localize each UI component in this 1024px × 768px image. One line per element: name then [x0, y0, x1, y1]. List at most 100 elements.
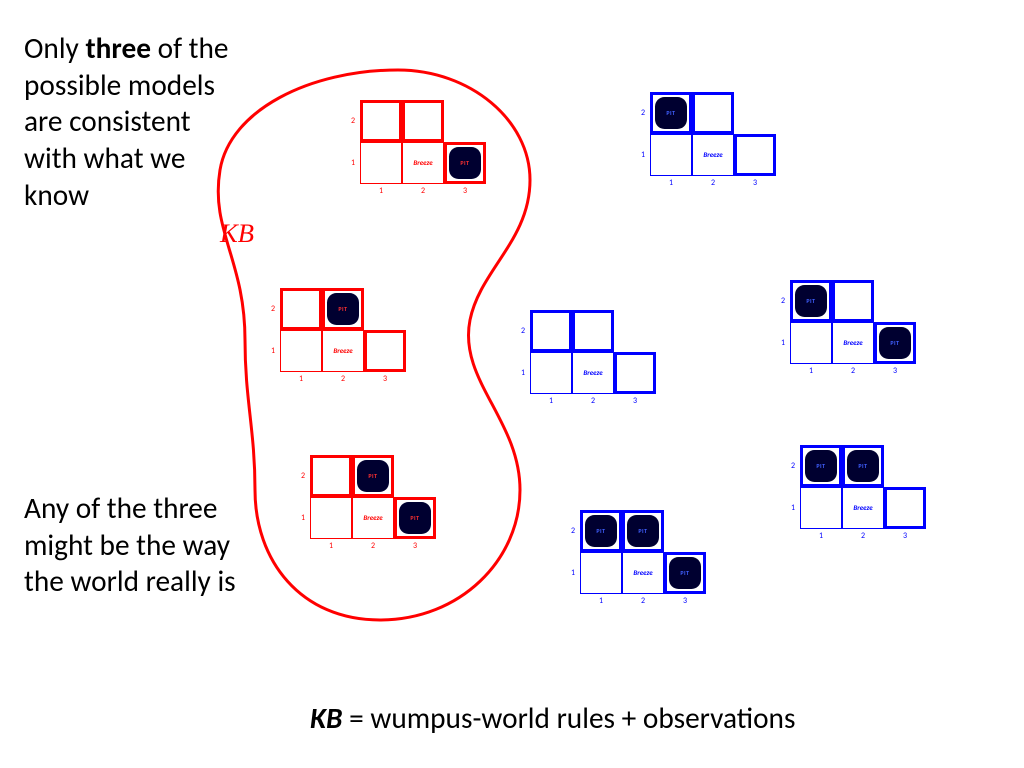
axis-x-label: 2 [842, 531, 884, 541]
pit-icon: PIT [327, 293, 359, 325]
breeze-icon: Breeze [402, 155, 444, 172]
axis-x-label: 3 [364, 374, 406, 384]
axis-y-label: 1 [518, 368, 528, 378]
axis-y-label: 2 [518, 326, 528, 336]
axis-x-label: 1 [580, 596, 622, 606]
axis-x-label: 2 [352, 541, 394, 551]
axis-x-label: 1 [790, 366, 832, 376]
axis-x-label: 3 [614, 396, 656, 406]
cell-2-2 [402, 100, 444, 142]
top-left-text: Only three of the possible models are co… [24, 30, 234, 213]
pit-icon: PIT [655, 97, 687, 129]
axis-y-label: 1 [788, 503, 798, 513]
cell-1-2 [360, 100, 402, 142]
axis-y-label: 2 [568, 526, 578, 536]
world-kb3: 12312PITPITBreeze [310, 455, 456, 559]
world-b5: 12312PITPITBreeze [800, 445, 946, 549]
axis-y-label: 1 [348, 158, 358, 168]
cell-1-1 [360, 142, 402, 184]
breeze-icon: Breeze [322, 343, 364, 360]
pit-icon: PIT [449, 147, 481, 179]
axis-x-label: 3 [664, 596, 706, 606]
axis-x-label: 1 [650, 178, 692, 188]
breeze-icon: Breeze [622, 565, 664, 582]
axis-x-label: 1 [310, 541, 352, 551]
axis-x-label: 3 [444, 186, 486, 196]
cell-2-2 [692, 92, 734, 134]
cell-1-1 [800, 487, 842, 529]
axis-x-label: 1 [530, 396, 572, 406]
breeze-icon: Breeze [842, 500, 884, 517]
axis-y-label: 2 [788, 461, 798, 471]
pit-icon: PIT [847, 450, 879, 482]
breeze-icon: Breeze [572, 365, 614, 382]
axis-x-label: 2 [322, 374, 364, 384]
axis-x-label: 3 [394, 541, 436, 551]
pit-icon: PIT [669, 557, 701, 589]
axis-x-label: 1 [800, 531, 842, 541]
axis-x-label: 2 [622, 596, 664, 606]
pit-label: PIT [666, 109, 675, 117]
cell-1-1 [280, 330, 322, 372]
pit-icon: PIT [399, 502, 431, 534]
axis-x-label: 1 [280, 374, 322, 384]
world-b3: 12312PITPITBreeze [790, 280, 936, 384]
pit-label: PIT [680, 569, 689, 577]
world-kb1: 12312PITBreeze [360, 100, 506, 204]
pit-label: PIT [858, 462, 867, 470]
cell-1-1 [580, 552, 622, 594]
cell-3-1 [884, 487, 926, 529]
kb-label: KB [220, 218, 254, 249]
pit-label: PIT [338, 305, 347, 313]
breeze-icon: Breeze [352, 510, 394, 527]
axis-y-label: 2 [638, 108, 648, 118]
axis-x-label: 3 [734, 178, 776, 188]
axis-x-label: 2 [692, 178, 734, 188]
axis-y-label: 2 [348, 116, 358, 126]
pit-icon: PIT [357, 460, 389, 492]
axis-x-label: 2 [832, 366, 874, 376]
bottom-left-text: Any of the three might be the way the wo… [24, 490, 254, 600]
cell-1-2 [530, 310, 572, 352]
cell-1-1 [310, 497, 352, 539]
axis-y-label: 1 [268, 346, 278, 356]
cell-3-1 [364, 330, 406, 372]
pit-icon: PIT [795, 285, 827, 317]
axis-x-label: 2 [572, 396, 614, 406]
pit-icon: PIT [805, 450, 837, 482]
axis-y-label: 2 [298, 471, 308, 481]
pit-label: PIT [806, 297, 815, 305]
axis-y-label: 1 [638, 150, 648, 160]
pit-label: PIT [596, 527, 605, 535]
axis-y-label: 1 [778, 338, 788, 348]
cell-2-2 [832, 280, 874, 322]
axis-y-label: 2 [268, 304, 278, 314]
breeze-icon: Breeze [692, 147, 734, 164]
pit-icon: PIT [585, 515, 617, 547]
pit-label: PIT [890, 339, 899, 347]
cell-3-1 [614, 352, 656, 394]
world-b2: 12312Breeze [530, 310, 676, 414]
cell-3-1 [734, 134, 776, 176]
cell-1-1 [650, 134, 692, 176]
axis-y-label: 1 [568, 568, 578, 578]
cell-1-2 [310, 455, 352, 497]
axis-x-label: 3 [874, 366, 916, 376]
axis-x-label: 1 [360, 186, 402, 196]
world-b1: 12312PITBreeze [650, 92, 796, 196]
pit-label: PIT [816, 462, 825, 470]
cell-1-2 [280, 288, 322, 330]
cell-1-1 [530, 352, 572, 394]
pit-label: PIT [638, 527, 647, 535]
axis-y-label: 1 [298, 513, 308, 523]
breeze-icon: Breeze [832, 335, 874, 352]
axis-x-label: 2 [402, 186, 444, 196]
axis-x-label: 3 [884, 531, 926, 541]
pit-label: PIT [460, 159, 469, 167]
pit-icon: PIT [627, 515, 659, 547]
pit-icon: PIT [879, 327, 911, 359]
cell-1-1 [790, 322, 832, 364]
world-b4: 12312PITPITPITBreeze [580, 510, 726, 614]
axis-y-label: 2 [778, 296, 788, 306]
world-kb2: 12312PITBreeze [280, 288, 426, 392]
